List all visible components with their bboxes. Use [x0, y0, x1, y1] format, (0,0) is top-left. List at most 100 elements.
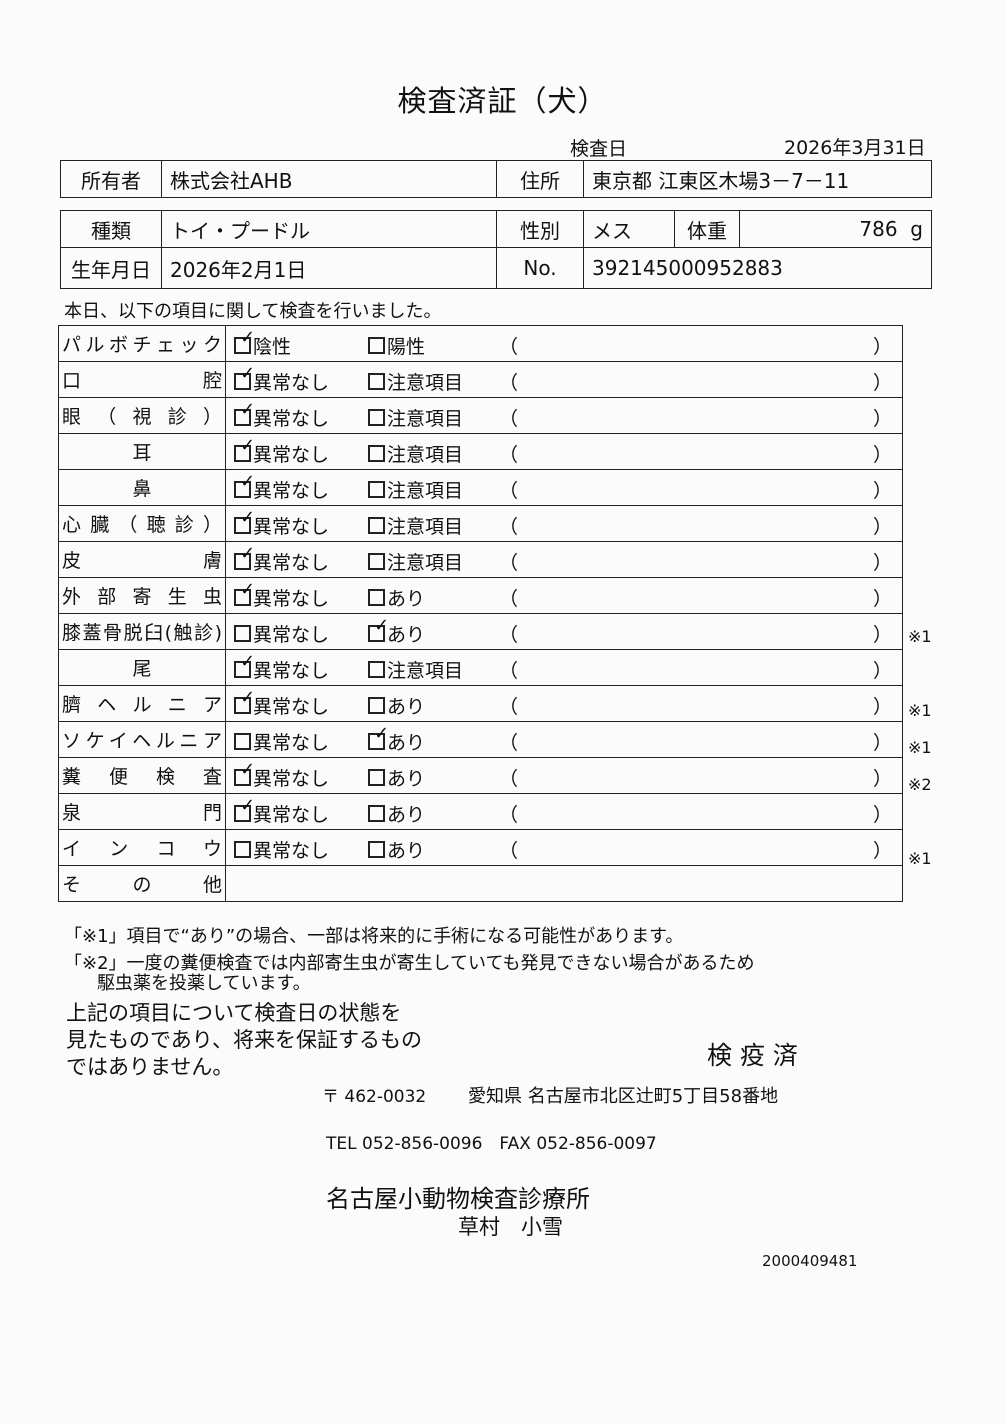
option-2[interactable]: ✓ あり	[368, 617, 425, 647]
inspection-item-label: ソケイヘルニア	[58, 721, 226, 758]
checkbox[interactable]	[368, 769, 385, 786]
checkbox[interactable]: ✓	[234, 761, 255, 786]
option-1[interactable]: 異常なし	[234, 620, 329, 647]
checkbox[interactable]	[368, 445, 385, 462]
checkbox[interactable]: ✓	[234, 581, 255, 606]
option-1-label: 異常なし	[253, 408, 330, 430]
option-1[interactable]: ✓ 異常なし	[234, 509, 330, 539]
inspection-row: 口腔 ✓ 異常なし 注意項目 （ ）	[58, 361, 903, 398]
checkbox[interactable]	[234, 841, 251, 858]
postal-code: 〒 462-0032	[322, 1087, 427, 1107]
address-label: 住所	[496, 160, 584, 198]
option-2-label: 注意項目	[387, 480, 464, 502]
checkbox[interactable]	[368, 589, 385, 606]
checkbox[interactable]	[368, 697, 385, 714]
checkbox[interactable]	[234, 625, 251, 642]
sex-value: メス	[583, 210, 675, 248]
checkbox[interactable]: ✓	[368, 617, 389, 642]
option-1[interactable]: ✓ 異常なし	[234, 545, 329, 575]
breed-label: 種類	[60, 210, 162, 248]
option-1[interactable]: ✓ 陰性	[234, 329, 291, 359]
option-2[interactable]: あり	[368, 764, 425, 791]
inspection-options: 異常なし ✓ あり （ ）	[225, 613, 903, 650]
checkbox[interactable]: ✓	[234, 797, 255, 822]
inspection-item-label: インコウ	[58, 829, 226, 866]
option-1[interactable]: ✓ 異常なし	[234, 689, 329, 719]
remark-close-paren: ）	[872, 552, 892, 574]
checkmark-icon: ✓	[240, 471, 256, 492]
checkbox[interactable]	[368, 661, 385, 678]
checkbox[interactable]: ✓	[234, 653, 255, 678]
option-2[interactable]: 注意項目	[368, 656, 463, 683]
checkbox[interactable]: ✓	[234, 545, 255, 570]
option-2[interactable]: あり	[368, 836, 425, 863]
checkbox[interactable]: ✓	[234, 689, 255, 714]
checkmark-icon: ✓	[374, 723, 390, 744]
checkbox[interactable]	[368, 805, 385, 822]
checkbox[interactable]	[368, 337, 385, 354]
option-2[interactable]: 注意項目	[368, 476, 463, 503]
checkbox[interactable]	[368, 841, 385, 858]
option-1-label: 異常なし	[253, 516, 330, 538]
checkbox[interactable]	[234, 733, 251, 750]
option-2[interactable]: あり	[368, 584, 425, 611]
sex-label: 性別	[496, 210, 584, 248]
option-1[interactable]: ✓ 異常なし	[234, 761, 329, 791]
inspection-options: ✓ 異常なし 注意項目 （ ）	[225, 397, 903, 434]
option-1[interactable]: ✓ 異常なし	[234, 437, 330, 467]
option-1[interactable]: ✓ 異常なし	[234, 365, 329, 395]
inspection-options: 異常なし あり （ ）	[225, 829, 903, 866]
inspection-row: 心臓（聴診） ✓ 異常なし 注意項目 （ ）	[58, 505, 903, 542]
option-1-label: 異常なし	[253, 444, 330, 466]
quarantine-stamp: 検 疫 済	[707, 1041, 798, 1070]
option-2[interactable]: ✓ あり	[368, 725, 425, 755]
checkbox[interactable]	[368, 481, 385, 498]
checkbox[interactable]: ✓	[368, 725, 389, 750]
checkbox[interactable]	[368, 373, 385, 390]
option-2[interactable]: 注意項目	[368, 548, 463, 575]
option-1[interactable]: 異常なし	[234, 836, 329, 863]
weight-label: 体重	[674, 210, 740, 248]
checkbox[interactable]: ✓	[234, 329, 255, 354]
option-1-label: 異常なし	[253, 624, 330, 646]
footnote-marker: ※2	[908, 775, 932, 794]
inspection-row: ソケイヘルニア 異常なし ✓ あり （ ）	[58, 721, 903, 758]
option-1[interactable]: 異常なし	[234, 728, 329, 755]
footnote-2: 「※2」一度の糞便検査では内部寄生虫が寄生していても発見できない場合があるため	[64, 953, 755, 974]
option-2[interactable]: 陽性	[368, 332, 425, 359]
checkmark-icon: ✓	[240, 759, 256, 780]
option-2[interactable]: あり	[368, 800, 425, 827]
checkbox[interactable]	[368, 553, 385, 570]
remark-open-paren: （	[499, 408, 519, 430]
checkbox[interactable]	[368, 409, 385, 426]
inspection-options: ✓ 異常なし あり （ ）	[225, 793, 903, 830]
option-1[interactable]: ✓ 異常なし	[234, 653, 329, 683]
option-2-label: 注意項目	[387, 516, 464, 538]
option-1[interactable]: ✓ 異常なし	[234, 581, 329, 611]
option-1[interactable]: ✓ 異常なし	[234, 797, 330, 827]
owner-label: 所有者	[60, 160, 162, 198]
remark-close-paren: ）	[872, 444, 892, 466]
checkmark-icon: ✓	[240, 435, 256, 456]
option-1[interactable]: ✓ 異常なし	[234, 473, 329, 503]
option-1[interactable]: ✓ 異常なし	[234, 401, 330, 431]
option-2[interactable]: あり	[368, 692, 425, 719]
disclaimer-line: 見たものであり、将来を保証するもの	[66, 1028, 422, 1052]
checkbox[interactable]: ✓	[234, 365, 255, 390]
inspection-row: 耳 ✓ 異常なし 注意項目 （ ）	[58, 433, 903, 470]
checkbox[interactable]	[368, 517, 385, 534]
inspection-item-label: 鼻	[58, 469, 226, 506]
checkbox[interactable]: ✓	[234, 473, 255, 498]
remark-open-paren: （	[499, 696, 519, 718]
checkbox[interactable]: ✓	[234, 401, 255, 426]
option-1-label: 異常なし	[253, 804, 330, 826]
checkbox[interactable]: ✓	[234, 509, 255, 534]
exam-date: 2026年3月31日	[784, 137, 926, 159]
checkbox[interactable]: ✓	[234, 437, 255, 462]
option-2[interactable]: 注意項目	[368, 512, 463, 539]
option-2[interactable]: 注意項目	[368, 368, 463, 395]
option-2[interactable]: 注意項目	[368, 440, 463, 467]
option-2-label: あり	[387, 696, 426, 718]
option-2[interactable]: 注意項目	[368, 404, 463, 431]
